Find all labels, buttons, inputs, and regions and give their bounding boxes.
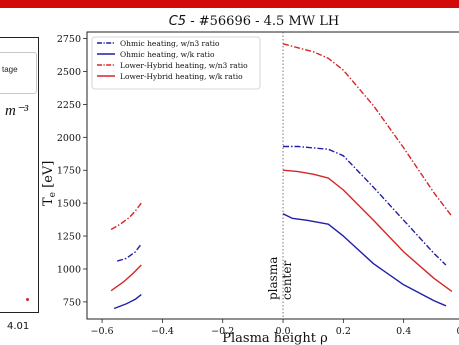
series-line: [113, 294, 142, 310]
x-tick-label: −0.4: [151, 326, 174, 337]
left-chart-fragment: tage m⁻³ 4.01: [0, 8, 42, 345]
left-legend-text: tage: [2, 65, 18, 74]
legend-label: Lower-Hybrid heating, w/k ratio: [120, 72, 243, 81]
left-tick-label: 4.01: [7, 321, 30, 332]
series-line: [116, 243, 142, 262]
series-layer: [110, 43, 453, 310]
x-axis-label: Plasma height ρ: [222, 331, 327, 345]
legend-label: Ohmic heating, w/n3 ratio: [120, 39, 220, 48]
left-legend-box: tage: [0, 52, 37, 94]
chart-title-italic: C5: [169, 14, 186, 29]
header-bar: [0, 0, 459, 8]
x-tick-label: −0.2: [211, 326, 234, 337]
left-unit-label: m⁻³: [5, 103, 29, 119]
series-line: [110, 264, 142, 292]
left-data-point: [26, 298, 29, 301]
series-line: [282, 213, 447, 307]
legend: Ohmic heating, w/n3 ratio Ohmic heating, …: [91, 36, 261, 90]
series-line: [283, 145, 447, 266]
legend-label: Ohmic heating, w/k ratio: [120, 50, 215, 59]
temperature-chart: C5 - #56696 - 4.5 MW LH 750 1000 1250 1500 1…: [42, 14, 459, 345]
x-tick-label: 0.0: [275, 326, 290, 337]
y-axis-label-subscript: e: [48, 192, 58, 197]
y-tick-label: 2250: [57, 100, 81, 111]
x-axis: −0.6 −0.4 −0.2 0.0 0.2 0.4 0.6: [91, 319, 459, 337]
y-axis-label-main: T: [42, 197, 56, 206]
y-tick-label: 2500: [57, 67, 81, 78]
plasma-center-label-line2: center: [280, 261, 294, 300]
x-tick-label: −0.6: [91, 326, 114, 337]
chart-title: C5 - #56696 - 4.5 MW LH: [169, 14, 340, 29]
series-line: [110, 202, 142, 231]
x-tick-label: 0.6: [456, 326, 459, 337]
series-line: [282, 43, 453, 217]
legend-box: [91, 36, 261, 90]
plot-frame: [86, 31, 459, 320]
y-axis: 750 1000 1250 1500 1750 2000 2250 2500 2750: [57, 34, 87, 308]
plasma-center-label-line1: plasma: [266, 257, 280, 300]
legend-label: Lower-Hybrid heating, w/n3 ratio: [120, 61, 248, 70]
y-tick-label: 750: [63, 297, 81, 308]
y-tick-label: 1000: [57, 264, 81, 275]
y-tick-label: 2000: [57, 133, 81, 144]
x-tick-label: 0.2: [336, 326, 351, 337]
y-tick-label: 1750: [57, 166, 81, 177]
y-tick-label: 1500: [57, 199, 81, 210]
y-axis-label-unit: [eV]: [42, 161, 56, 192]
series-line: [282, 169, 453, 292]
x-tick-label: 0.4: [396, 326, 411, 337]
y-tick-label: 1250: [57, 232, 81, 243]
chart-title-rest: - #56696 - 4.5 MW LH: [186, 14, 339, 29]
left-chart-frame: [0, 37, 39, 313]
y-tick-label: 2750: [57, 34, 81, 45]
y-axis-label: Te [eV]: [42, 161, 58, 206]
